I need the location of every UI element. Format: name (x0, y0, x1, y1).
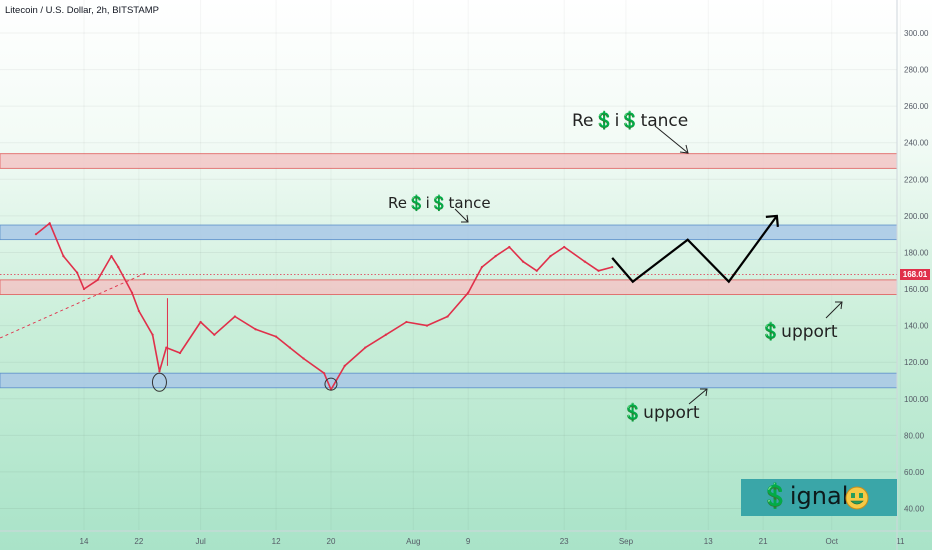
x-tick-label: 23 (560, 537, 569, 546)
price-point (117, 265, 120, 269)
low-marker-circle (324, 377, 338, 391)
x-tick-label: 21 (759, 537, 768, 546)
annotation-arrowhead (461, 214, 469, 223)
y-tick-label: 80.00 (904, 431, 925, 440)
price-point (343, 364, 346, 367)
x-tick-label: 12 (272, 537, 281, 546)
x-tick-label: 20 (327, 537, 336, 546)
price-point (76, 271, 79, 274)
price-point (611, 265, 614, 269)
x-tick-label: 9 (466, 537, 471, 546)
price-point (213, 333, 216, 336)
price-point (521, 260, 525, 263)
price-point (323, 372, 326, 375)
price-point (467, 291, 470, 294)
annotation-arrow (654, 125, 689, 154)
y-tick-label: 140.00 (904, 322, 929, 331)
y-tick-label: 260.00 (904, 102, 929, 111)
price-series-line (35, 222, 613, 391)
x-tick-label: Aug (406, 537, 420, 546)
annotation-arrow (688, 388, 708, 405)
price-zone (0, 279, 898, 295)
price-point (549, 255, 552, 258)
y-tick-label: 220.00 (904, 175, 929, 184)
price-point (158, 370, 161, 373)
price-point (563, 245, 566, 249)
price-point (96, 278, 99, 281)
annotation-arrowhead (700, 388, 708, 397)
y-tick-label: 120.00 (904, 358, 929, 367)
price-point (130, 291, 134, 294)
price-point (535, 269, 538, 272)
annotation-arrow (825, 301, 843, 319)
price-point (302, 357, 305, 360)
price-point (508, 245, 511, 249)
money-mouth-face-icon (845, 486, 869, 510)
price-point (165, 346, 168, 349)
resistance-upper-label: Re💲i💲tance (572, 110, 688, 131)
price-point (48, 222, 51, 225)
x-tick-label: 22 (134, 537, 143, 546)
price-point (34, 233, 38, 236)
annotations: Re💲i💲tance Re💲i💲tance 💲upport 💲upport (388, 110, 843, 423)
price-point (199, 320, 202, 324)
price-point (364, 346, 367, 349)
support-upper-label: 💲upport (760, 321, 838, 342)
price-zones (0, 153, 898, 389)
annotation-arrow (454, 208, 469, 223)
price-point (446, 315, 449, 318)
price-point (494, 255, 497, 258)
y-tick-label: 180.00 (904, 248, 929, 257)
signal-label: 💲ignal (760, 482, 849, 510)
projection-arrowhead (765, 214, 779, 227)
price-point (480, 265, 483, 269)
annotation-arrowhead (835, 301, 843, 310)
price-point (405, 320, 408, 324)
x-tick-label: Oct (826, 537, 839, 546)
resistance-lower-label: Re💲i💲tance (388, 194, 491, 212)
y-tick-label: 160.00 (904, 285, 929, 294)
price-point (254, 328, 257, 331)
y-tick-label: 40.00 (904, 505, 925, 514)
chart-grid (0, 0, 901, 530)
price-point (151, 333, 154, 336)
price-series (34, 222, 614, 392)
low-marker-circle (151, 372, 167, 392)
y-tick-label: 280.00 (904, 66, 929, 75)
price-point (82, 287, 86, 291)
price-point (597, 269, 600, 272)
x-tick-label: 11 (896, 537, 905, 546)
x-tick-label: 13 (704, 537, 713, 546)
price-zone (0, 372, 898, 389)
y-tick-label: 60.00 (904, 468, 925, 477)
price-point (62, 255, 65, 258)
x-tick-label: 14 (80, 537, 89, 546)
price-point (384, 333, 387, 336)
price-point (178, 351, 182, 355)
price-point (425, 324, 429, 327)
support-lower-label: 💲upport (622, 402, 700, 423)
y-tick-label: 200.00 (904, 212, 929, 221)
x-tick-label: Jul (196, 537, 206, 546)
projection-path (611, 214, 779, 284)
price-point (288, 346, 291, 349)
price-point (233, 315, 237, 318)
price-point (583, 260, 586, 263)
annotation-arrowhead (679, 144, 689, 154)
price-point (110, 255, 113, 258)
price-point (137, 309, 140, 313)
y-tick-label: 100.00 (904, 395, 929, 404)
price-point (274, 335, 278, 338)
projection-line (611, 215, 778, 284)
signal-banner (741, 479, 897, 516)
chart-title: Litecoin / U.S. Dollar, 2h, BITSTAMP (5, 5, 159, 16)
price-zone (0, 153, 898, 169)
current-price-tag: 168.01 (900, 269, 930, 280)
y-tick-label: 300.00 (904, 29, 929, 38)
y-tick-label: 240.00 (904, 139, 929, 148)
x-tick-label: Sep (619, 537, 634, 546)
